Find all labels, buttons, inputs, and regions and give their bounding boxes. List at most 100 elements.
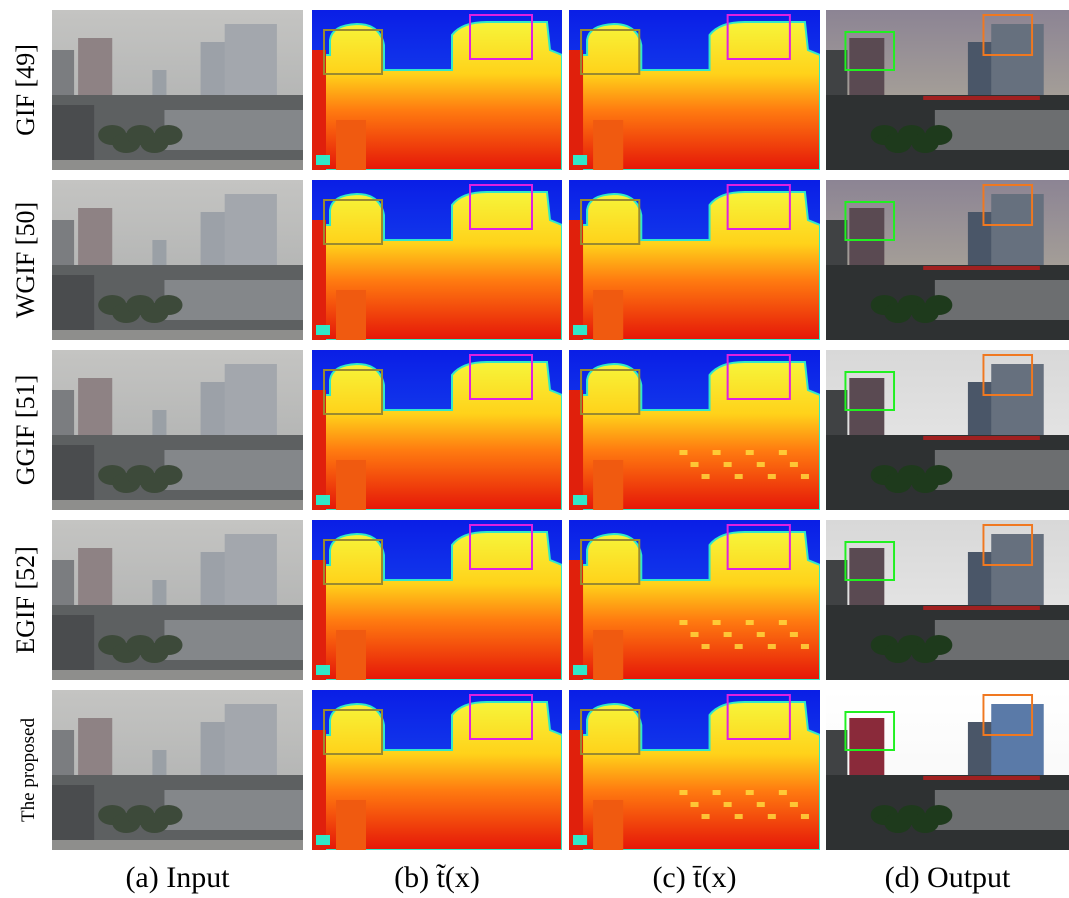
cyan-patch xyxy=(573,155,587,165)
red-roof xyxy=(923,776,1040,780)
texture xyxy=(679,450,687,455)
roof xyxy=(52,840,303,850)
cyan-patch xyxy=(316,495,330,505)
tree xyxy=(154,805,182,825)
building xyxy=(225,364,277,440)
red-area xyxy=(336,630,366,680)
building xyxy=(935,450,1069,490)
texture xyxy=(702,644,710,649)
image-panel xyxy=(826,180,1069,340)
texture xyxy=(757,632,765,637)
building xyxy=(991,534,1043,610)
roof xyxy=(52,500,303,510)
red-roof xyxy=(923,96,1040,100)
texture xyxy=(690,632,698,637)
texture xyxy=(724,462,732,467)
building xyxy=(152,240,166,265)
cyan-patch xyxy=(316,665,330,675)
texture xyxy=(713,620,721,625)
red-area xyxy=(336,120,366,170)
image-panel xyxy=(826,690,1069,850)
image-panel xyxy=(312,10,562,170)
building xyxy=(225,704,277,780)
red-roof xyxy=(923,266,1040,270)
texture xyxy=(735,474,743,479)
texture xyxy=(790,802,798,807)
texture xyxy=(801,644,809,649)
tree xyxy=(154,635,182,655)
red-area xyxy=(593,120,623,170)
column-caption: (d) Output xyxy=(885,861,1011,894)
tree xyxy=(154,125,182,145)
texture xyxy=(735,644,743,649)
row-label: EGIF [52] xyxy=(11,546,40,654)
row-label: WGIF [50] xyxy=(11,202,40,318)
texture xyxy=(790,632,798,637)
building xyxy=(78,208,112,270)
texture xyxy=(779,790,787,795)
image-panel xyxy=(826,350,1069,510)
roof xyxy=(52,160,303,170)
building xyxy=(164,790,303,830)
building xyxy=(225,534,277,610)
image-panel xyxy=(569,10,820,170)
building xyxy=(164,620,303,660)
building xyxy=(935,620,1069,660)
building xyxy=(78,548,112,610)
column-caption: (b) t̃(x) xyxy=(394,861,480,894)
building xyxy=(164,450,303,490)
cyan-patch xyxy=(316,835,330,845)
building xyxy=(164,280,303,320)
red-area xyxy=(593,800,623,850)
texture xyxy=(690,462,698,467)
image-panel xyxy=(312,350,562,510)
building xyxy=(152,580,166,605)
texture xyxy=(713,450,721,455)
texture xyxy=(679,790,687,795)
texture xyxy=(679,620,687,625)
tree xyxy=(925,295,952,315)
image-panel xyxy=(826,10,1069,170)
red-area xyxy=(593,290,623,340)
texture xyxy=(702,814,710,819)
red-area xyxy=(336,800,366,850)
building xyxy=(225,24,277,100)
image-panel xyxy=(569,180,820,340)
cyan-patch xyxy=(573,325,587,335)
texture xyxy=(757,462,765,467)
texture xyxy=(746,790,754,795)
texture xyxy=(768,644,776,649)
texture xyxy=(757,802,765,807)
texture xyxy=(724,802,732,807)
building xyxy=(935,280,1069,320)
texture xyxy=(768,474,776,479)
building xyxy=(152,410,166,435)
red-area xyxy=(336,290,366,340)
building xyxy=(991,194,1043,270)
cyan-patch xyxy=(573,495,587,505)
image-panel xyxy=(52,520,303,680)
red-area xyxy=(336,460,366,510)
roof xyxy=(52,330,303,340)
texture xyxy=(768,814,776,819)
building xyxy=(164,110,303,150)
tree xyxy=(925,125,952,145)
image-panel xyxy=(52,180,303,340)
red-area xyxy=(593,460,623,510)
row-label: GIF [49] xyxy=(11,44,40,136)
red-roof xyxy=(923,606,1040,610)
texture xyxy=(801,814,809,819)
image-panel xyxy=(312,180,562,340)
image-panel xyxy=(312,520,562,680)
texture xyxy=(779,620,787,625)
building xyxy=(78,38,112,100)
tree xyxy=(925,805,952,825)
building xyxy=(991,24,1043,100)
roof xyxy=(52,670,303,680)
texture xyxy=(746,620,754,625)
building xyxy=(152,70,166,95)
building xyxy=(78,718,112,780)
building xyxy=(991,364,1043,440)
image-panel xyxy=(569,520,820,680)
building xyxy=(935,110,1069,150)
